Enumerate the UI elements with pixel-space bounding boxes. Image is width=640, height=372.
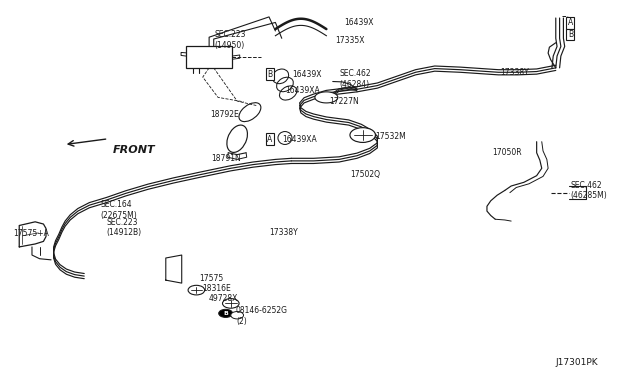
Text: SEC.462
(46284): SEC.462 (46284) (339, 69, 371, 89)
Text: 17050R: 17050R (492, 148, 522, 157)
Text: 17227N: 17227N (330, 97, 359, 106)
Bar (186, 46, 232, 68)
Text: A: A (267, 135, 272, 144)
Text: 16439XA: 16439XA (285, 86, 320, 94)
Text: SEC.462
(46285M): SEC.462 (46285M) (570, 181, 607, 200)
Text: 17575: 17575 (199, 274, 223, 283)
Circle shape (188, 285, 205, 295)
Text: B: B (267, 70, 272, 78)
Circle shape (223, 299, 239, 308)
Text: 17502Q: 17502Q (351, 170, 381, 179)
Text: J17301PK: J17301PK (556, 358, 598, 367)
Text: 17575+A: 17575+A (13, 230, 49, 238)
Text: SEC.223
(14912B): SEC.223 (14912B) (106, 218, 141, 237)
Text: SEC.223
(14950): SEC.223 (14950) (215, 31, 246, 50)
Text: 17335X: 17335X (335, 36, 365, 45)
Text: 17532M: 17532M (375, 132, 406, 141)
Text: 18316E: 18316E (202, 284, 231, 293)
Text: FRONT: FRONT (113, 145, 156, 155)
Text: 18792E: 18792E (210, 110, 239, 119)
Text: B: B (568, 30, 573, 39)
Text: 18791N: 18791N (212, 154, 241, 163)
Text: B: B (223, 311, 228, 316)
Text: 16439XA: 16439XA (282, 135, 317, 144)
Polygon shape (315, 92, 338, 103)
Text: 17338Y: 17338Y (269, 228, 298, 237)
Circle shape (350, 128, 376, 142)
Text: SEC.164
(22675M): SEC.164 (22675M) (100, 200, 137, 220)
Circle shape (219, 310, 233, 317)
Text: 16439X: 16439X (292, 70, 321, 78)
Text: 08146-6252G
(2): 08146-6252G (2) (236, 306, 288, 326)
Circle shape (231, 311, 244, 319)
Text: 16439X: 16439X (344, 18, 374, 27)
Text: 17338Y: 17338Y (500, 68, 529, 77)
Text: A: A (568, 18, 573, 27)
Text: 49728X: 49728X (209, 294, 238, 303)
